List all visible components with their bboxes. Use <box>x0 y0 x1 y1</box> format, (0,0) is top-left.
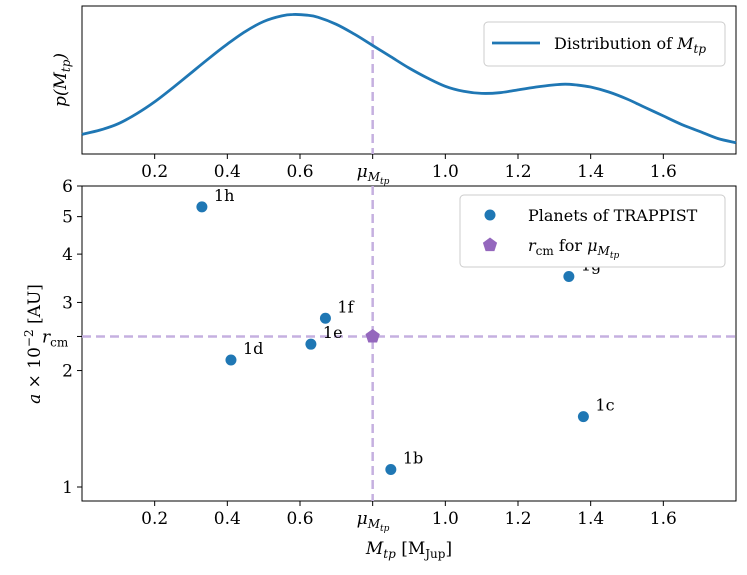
bottom-xtick-label: 1.2 <box>504 509 531 529</box>
bottom-rcm-tick-label: rcm <box>42 327 69 349</box>
top-ylabel: p(Mtp) <box>51 53 73 107</box>
top-xtick-label: 0.2 <box>141 162 168 182</box>
bottom-xtick-label: 0.2 <box>141 509 168 529</box>
bottom-ytick-label: 4 <box>62 245 73 265</box>
distribution-curve <box>81 13 737 145</box>
planet-label-1f: 1f <box>337 297 354 316</box>
legend-label-planets: Planets of TRAPPIST <box>528 206 698 225</box>
top-legend: Distribution of Mtp <box>483 21 726 67</box>
bottom-xtick-label: 0.6 <box>286 509 313 529</box>
bottom-legend-box <box>459 194 726 268</box>
distribution-panel: 0.2 0.4 0.6 1.0 1.2 1.4 1.6 μMtp p(Mtp) Distrib… <box>51 5 737 187</box>
legend-label-distribution: Distribution of Mtp <box>554 34 706 56</box>
top-mu-tick-label: μMtp <box>357 162 390 187</box>
bottom-ytick-label: 2 <box>62 362 73 382</box>
bottom-xtick-label: 1.6 <box>650 509 677 529</box>
top-legend-box <box>483 21 726 67</box>
planet-point-1b <box>385 463 397 475</box>
bottom-xlabel: Mtp [MJup] <box>365 539 452 561</box>
bottom-xtick-label: 1.4 <box>577 509 604 529</box>
bottom-ytick-label: 1 <box>62 478 73 498</box>
top-xtick-label: 0.4 <box>214 162 241 182</box>
scatter-panel: 1b1c1d1e1f1g1h 0.20.40.61.01.21.41.6μMtp… <box>22 177 737 561</box>
planet-label-1b: 1b <box>403 448 423 467</box>
top-xtick-label: 1.4 <box>577 162 604 182</box>
bottom-ytick-label: 6 <box>62 177 73 197</box>
bottom-mu-tick-label: μMtp <box>357 509 390 534</box>
bottom-ytick-label: 3 <box>62 293 73 313</box>
rcm-point <box>365 329 380 343</box>
planet-point-1h <box>196 201 208 213</box>
planet-label-1d: 1d <box>243 339 263 358</box>
bottom-legend: Planets of TRAPPIST rcm for μMtp <box>459 194 726 268</box>
planet-label-1c: 1c <box>595 396 614 415</box>
planet-point-1f <box>319 312 331 324</box>
legend-planet-marker <box>484 209 496 221</box>
legend-label-rcm: rcm for μMtp <box>528 236 619 261</box>
bottom-ytick-label: 5 <box>62 208 73 228</box>
planet-point-1c <box>577 411 589 423</box>
bottom-xtick-label: 1.0 <box>432 509 459 529</box>
bottom-axes-frame <box>81 185 737 502</box>
top-xtick-label: 1.6 <box>650 162 677 182</box>
planet-point-1d <box>225 354 237 366</box>
top-xtick-label: 1.0 <box>432 162 459 182</box>
planet-point-1g <box>563 271 575 283</box>
top-xtick-label: 1.2 <box>504 162 531 182</box>
bottom-ylabel: a × 10−2 [AU] <box>22 284 45 404</box>
top-axes-frame <box>81 5 737 155</box>
planet-label-1h: 1h <box>214 186 234 205</box>
top-xtick-label: 0.6 <box>286 162 313 182</box>
planet-label-1e: 1e <box>323 323 343 342</box>
bottom-xtick-label: 0.4 <box>214 509 241 529</box>
planet-point-1e <box>305 338 317 350</box>
legend-rcm-marker <box>482 237 498 252</box>
